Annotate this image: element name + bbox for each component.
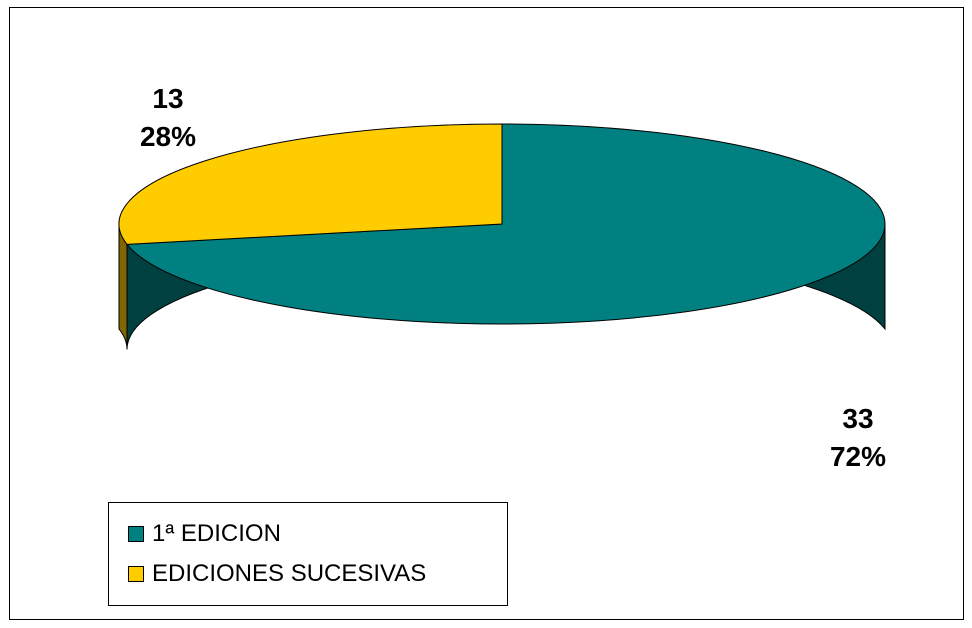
chart-frame: 13 28% 33 72% 1ª EDICION EDICIONES SUCES… <box>9 7 964 620</box>
legend-label: 1ª EDICION <box>152 520 281 547</box>
legend-item-ediciones-sucesivas: EDICIONES SUCESIVAS <box>128 559 426 589</box>
data-label-primera-edicion: 33 72% <box>798 400 918 476</box>
data-label-value: 13 <box>152 83 184 114</box>
data-label-percent: 28% <box>139 121 197 152</box>
legend-label: EDICIONES SUCESIVAS <box>152 560 427 587</box>
pie-slice-1 <box>118 123 503 245</box>
legend-swatch <box>128 566 144 582</box>
pie-slice-0 <box>126 123 886 325</box>
data-label-value: 33 <box>842 403 874 434</box>
data-label-ediciones-sucesivas: 13 28% <box>108 80 228 156</box>
data-label-percent: 72% <box>829 441 887 472</box>
legend-item-primera-edicion: 1ª EDICION <box>128 519 281 549</box>
pie-chart <box>118 123 886 350</box>
legend-swatch <box>128 526 144 542</box>
legend: 1ª EDICION EDICIONES SUCESIVAS <box>108 502 508 606</box>
